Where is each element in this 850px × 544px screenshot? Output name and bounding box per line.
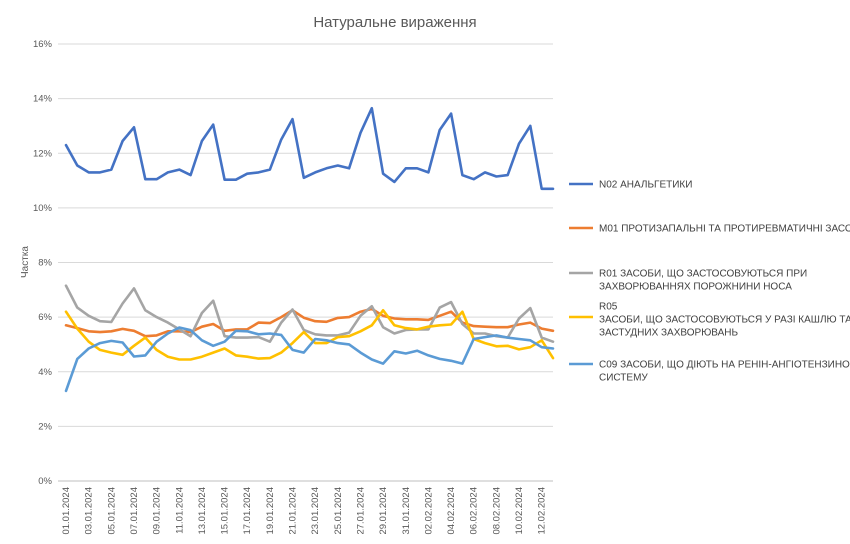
series-line	[64, 307, 555, 338]
x-tick-label: 08.02.2024	[491, 487, 502, 535]
x-tick-label: 25.01.2024	[333, 487, 344, 535]
x-tick-label: 27.01.2024	[355, 487, 366, 535]
x-tick-label: 23.01.2024	[310, 487, 321, 535]
x-tick-label: 01.01.2024	[61, 487, 72, 535]
y-tick-label: 0%	[38, 476, 52, 487]
y-tick-label: 8%	[38, 258, 52, 269]
series-line	[64, 106, 555, 191]
y-tick-labels: 0% 2% 4% 6% 8% 10% 12% 14% 16%	[33, 39, 53, 487]
legend-label: R05	[599, 302, 618, 313]
x-tick-label: 29.01.2024	[378, 487, 389, 535]
y-tick-label: 16%	[33, 39, 53, 50]
x-tick-label: 13.01.2024	[197, 487, 208, 535]
series-line	[64, 326, 555, 393]
legend-label: R01 ЗАСОБИ, ЩО ЗАСТОСОВУЮТЬСЯ ПРИ	[599, 269, 807, 280]
y-tick-label: 12%	[33, 148, 53, 159]
x-tick-label: 31.01.2024	[401, 487, 412, 535]
series-lines	[64, 106, 555, 393]
series-line	[64, 308, 555, 361]
x-tick-label: 09.01.2024	[152, 487, 163, 535]
gridlines	[58, 43, 553, 482]
y-tick-label: 10%	[33, 203, 53, 214]
y-tick-label: 14%	[33, 94, 53, 105]
y-tick-label: 2%	[38, 421, 52, 432]
legend-label: ЗАСТУДНИХ ЗАХВОРЮВАНЬ	[599, 328, 739, 339]
legend-label: M01 ПРОТИЗАПАЛЬНІ ТА ПРОТИРЕВМАТИЧНІ ЗАС…	[599, 224, 850, 235]
x-tick-label: 19.01.2024	[265, 487, 276, 535]
x-tick-label: 06.02.2024	[469, 487, 480, 535]
chart-title: Натуральне вираження	[313, 14, 476, 31]
x-tick-label: 11.01.2024	[174, 487, 185, 534]
y-tick-label: 6%	[38, 312, 52, 323]
legend-label: N02 АНАЛЬГЕТИКИ	[599, 180, 692, 191]
legend-label: СИСТЕМУ	[599, 373, 648, 384]
x-tick-label: 15.01.2024	[220, 487, 231, 535]
legend-label: C09 ЗАСОБИ, ЩО ДІЮТЬ НА РЕНІН-АНГІОТЕНЗИ…	[599, 360, 850, 371]
x-tick-label: 03.01.2024	[84, 487, 95, 535]
y-axis-label: Частка	[20, 246, 31, 278]
legend-label: ЗАСОБИ, ЩО ЗАСТОСОВУЮТЬСЯ У РАЗІ КАШЛЮ Т…	[599, 315, 850, 326]
x-tick-label: 02.02.2024	[423, 487, 434, 535]
x-tick-label: 17.01.2024	[242, 487, 253, 535]
legend: N02 АНАЛЬГЕТИКИ M01 ПРОТИЗАПАЛЬНІ ТА ПРОТ…	[569, 180, 850, 384]
x-tick-label: 04.02.2024	[446, 487, 457, 535]
x-tick-label: 10.02.2024	[514, 487, 525, 535]
x-tick-labels: 01.01.2024 03.01.2024 05.01.2024 07.01.2024…	[61, 487, 548, 535]
x-tick-label: 07.01.2024	[129, 487, 140, 535]
legend-label: ЗАХВОРЮВАННЯХ ПОРОЖНИНИ НОСА	[599, 282, 792, 293]
y-tick-label: 4%	[38, 367, 52, 378]
x-tick-label: 12.02.2024	[537, 487, 548, 535]
x-tick-label: 21.01.2024	[288, 487, 299, 535]
x-tick-label: 05.01.2024	[106, 487, 117, 535]
